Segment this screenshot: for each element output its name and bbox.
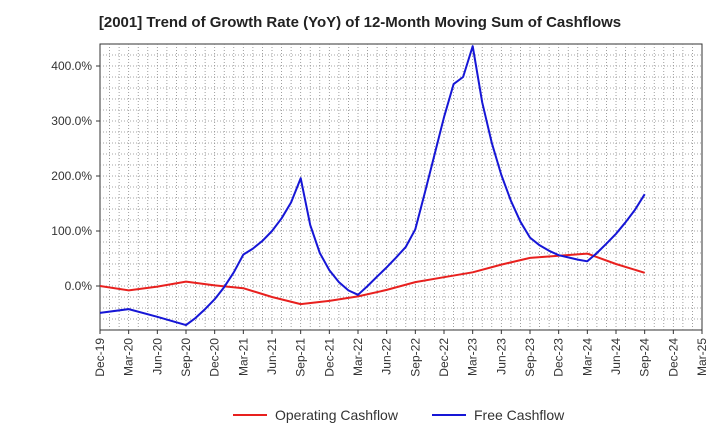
x-tick-label: Sep-22 xyxy=(408,338,422,377)
x-tick-label: Sep-21 xyxy=(294,338,308,377)
axis-layer: 0.0% 100.0% 200.0% 300.0% 400.0% Dec-19 Mar-20… xyxy=(51,59,709,377)
legend-layer: Operating Cashflow Free Cashflow xyxy=(233,407,565,423)
y-tick-label: 0.0% xyxy=(65,279,93,293)
series-line-operating-cashflow xyxy=(99,252,645,306)
x-tick-label: Jun-20 xyxy=(150,338,164,375)
legend-label: Operating Cashflow xyxy=(275,407,399,423)
x-tick-label: Mar-22 xyxy=(351,338,365,376)
x-tick-label: Mar-21 xyxy=(236,338,250,376)
x-tick-label: Mar-23 xyxy=(466,338,480,376)
x-tick-label: Sep-20 xyxy=(179,338,193,377)
legend-label: Free Cashflow xyxy=(474,407,565,423)
x-tick-label: Mar-20 xyxy=(122,338,136,376)
chart-title: [2001] Trend of Growth Rate (YoY) of 12-… xyxy=(98,14,622,31)
x-tick-label: Sep-23 xyxy=(523,338,537,377)
y-tick-label: 400.0% xyxy=(51,59,92,73)
x-tick-label: Mar-24 xyxy=(580,338,594,376)
series-layer xyxy=(99,45,646,327)
grid-layer xyxy=(99,43,703,331)
x-tick-label: Jun-22 xyxy=(380,338,394,375)
x-tick-label: Dec-24 xyxy=(666,338,680,377)
y-tick-label: 200.0% xyxy=(51,169,92,183)
x-tick-label: Mar-25 xyxy=(695,338,709,376)
x-tick-label: Dec-22 xyxy=(437,338,451,377)
x-tick-label: Jun-23 xyxy=(494,338,508,375)
x-tick-label: Dec-21 xyxy=(322,338,336,377)
x-tick-label: Sep-24 xyxy=(638,338,652,377)
x-tick-label: Dec-20 xyxy=(208,338,222,377)
y-tick-label: 100.0% xyxy=(51,224,92,238)
series-line-free-cashflow xyxy=(99,45,646,327)
x-tick-label: Jun-24 xyxy=(609,338,623,375)
x-tick-label: Dec-19 xyxy=(93,338,107,377)
x-tick-label: Dec-23 xyxy=(552,338,566,377)
x-tick-label: Jun-21 xyxy=(265,338,279,375)
y-tick-label: 300.0% xyxy=(51,114,92,128)
